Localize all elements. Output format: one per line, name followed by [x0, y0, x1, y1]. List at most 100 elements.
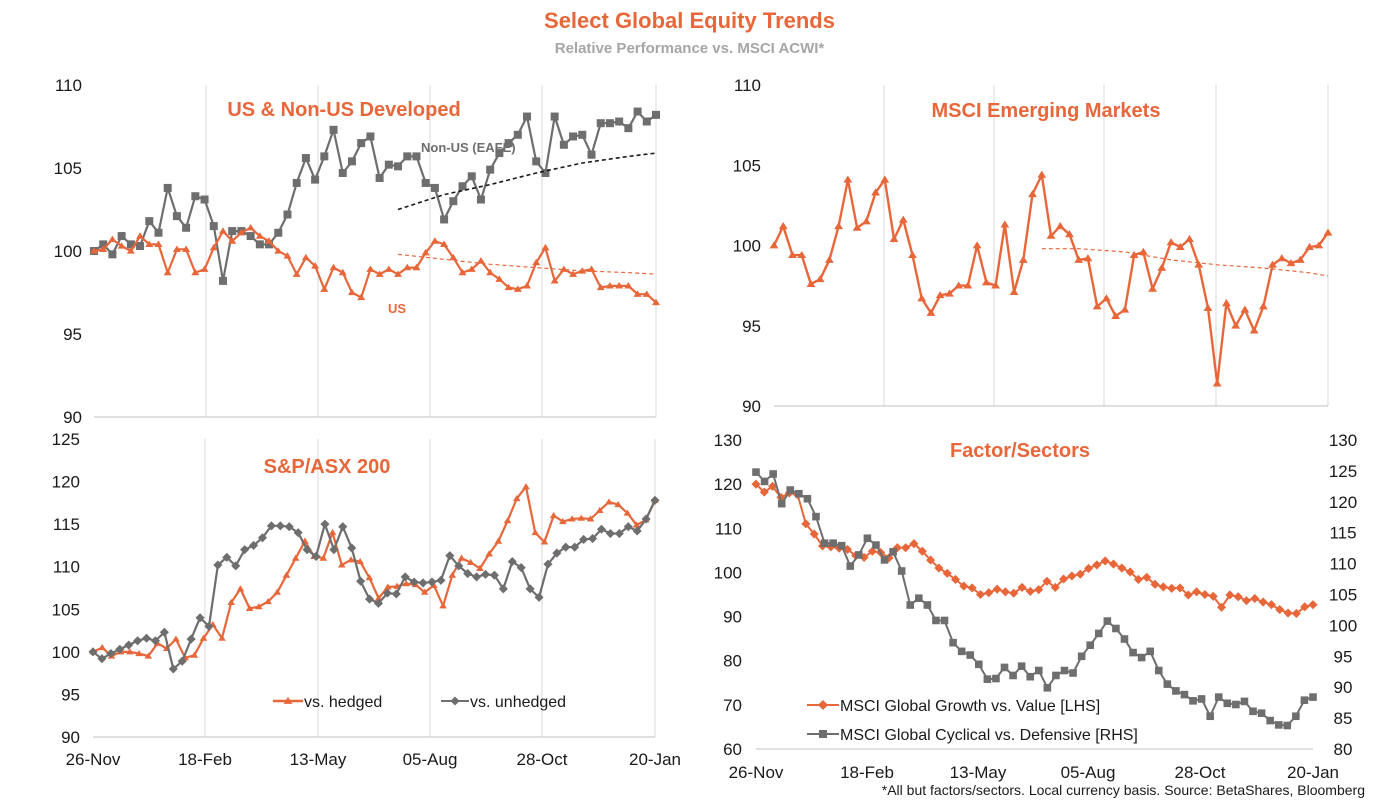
data-point	[1240, 305, 1250, 313]
data-point	[1083, 254, 1093, 262]
data-point	[498, 584, 508, 594]
series-em-trend	[1041, 248, 1329, 277]
y-tick-label: 105	[52, 600, 80, 619]
data-point	[513, 130, 522, 139]
data-point	[338, 268, 347, 276]
data-point	[751, 479, 761, 489]
data-point	[222, 552, 232, 562]
data-point	[394, 270, 403, 277]
data-point	[1175, 583, 1185, 593]
data-point	[213, 560, 223, 570]
data-point	[1154, 666, 1163, 675]
y2-tick-label: 115	[1329, 524, 1356, 543]
data-point	[436, 575, 446, 585]
data-point	[374, 594, 383, 601]
data-point	[172, 245, 181, 252]
data-point	[440, 215, 449, 224]
data-point	[1138, 247, 1148, 255]
data-point	[1200, 589, 1210, 600]
data-point	[1157, 263, 1167, 271]
data-point	[1266, 716, 1274, 725]
data-point	[889, 234, 899, 243]
data-point	[1300, 696, 1309, 704]
data-point	[954, 281, 964, 289]
data-point	[489, 570, 499, 580]
data-point	[375, 173, 384, 182]
data-point	[1050, 582, 1060, 592]
chart-title: MSCI Emerging Markets	[932, 100, 1161, 122]
x-tick-label: 26-Nov	[66, 750, 121, 769]
data-point	[923, 601, 932, 609]
data-point	[641, 514, 651, 524]
y-tick-label: 95	[63, 325, 82, 344]
x-tick-label: 18-Feb	[178, 750, 232, 769]
y2-tick-label: 85	[1334, 709, 1353, 728]
legend-label-cyclical: MSCI Global Cyclical vs. Defensive [RHS]	[840, 727, 1138, 744]
data-point	[908, 250, 917, 259]
data-point	[293, 528, 303, 538]
data-point	[356, 576, 366, 586]
data-point	[191, 192, 200, 201]
data-point	[144, 652, 153, 659]
data-point	[549, 512, 558, 519]
data-point	[1300, 602, 1310, 612]
data-point	[1192, 587, 1202, 597]
data-point	[534, 592, 544, 602]
x-tick-label: 18-Feb	[840, 763, 894, 782]
data-point	[1102, 294, 1111, 302]
data-point	[145, 217, 154, 226]
data-point	[975, 660, 983, 669]
data-point	[231, 561, 241, 571]
data-point	[1026, 672, 1035, 681]
data-point	[1142, 572, 1152, 582]
data-point	[1017, 662, 1026, 670]
data-point	[337, 561, 346, 568]
data-point	[587, 150, 596, 159]
data-point	[1283, 608, 1293, 618]
data-point	[486, 165, 495, 174]
data-point	[788, 250, 797, 259]
data-point	[1233, 592, 1243, 602]
data-point	[1069, 669, 1077, 677]
data-point	[311, 175, 320, 184]
data-point	[274, 228, 283, 237]
data-point	[329, 125, 338, 134]
data-point	[1206, 712, 1214, 721]
data-point	[1268, 260, 1277, 268]
data-point	[1203, 303, 1213, 312]
data-point	[1025, 586, 1035, 596]
data-point	[99, 240, 108, 249]
data-point	[291, 554, 300, 561]
data-point	[301, 253, 310, 261]
data-point	[532, 157, 541, 166]
data-point	[1125, 567, 1135, 577]
y-tick-label: 95	[742, 317, 761, 336]
y2-tick-label: 100	[1329, 616, 1357, 635]
data-point	[472, 572, 482, 582]
data-point	[265, 237, 274, 244]
series-msci-global-growth-vs-value-lhs-	[751, 479, 1318, 619]
data-point	[457, 554, 466, 561]
data-point	[1055, 222, 1065, 230]
data-point	[246, 232, 255, 241]
data-point	[652, 110, 660, 119]
data-point	[249, 540, 259, 550]
data-point	[240, 545, 250, 555]
data-point	[458, 182, 467, 191]
data-point	[624, 282, 633, 289]
y2-tick-label: 80	[1334, 740, 1353, 759]
data-point	[1250, 593, 1260, 604]
data-point	[1046, 231, 1056, 239]
data-point	[195, 613, 205, 623]
data-point	[1075, 569, 1085, 579]
data-point	[587, 265, 596, 272]
data-point	[1158, 582, 1168, 592]
data-point	[245, 604, 254, 611]
data-point	[163, 183, 172, 192]
data-point	[154, 228, 163, 237]
data-point	[1077, 652, 1086, 661]
series-line	[93, 109, 657, 282]
data-point	[926, 555, 936, 565]
data-point	[402, 580, 411, 587]
